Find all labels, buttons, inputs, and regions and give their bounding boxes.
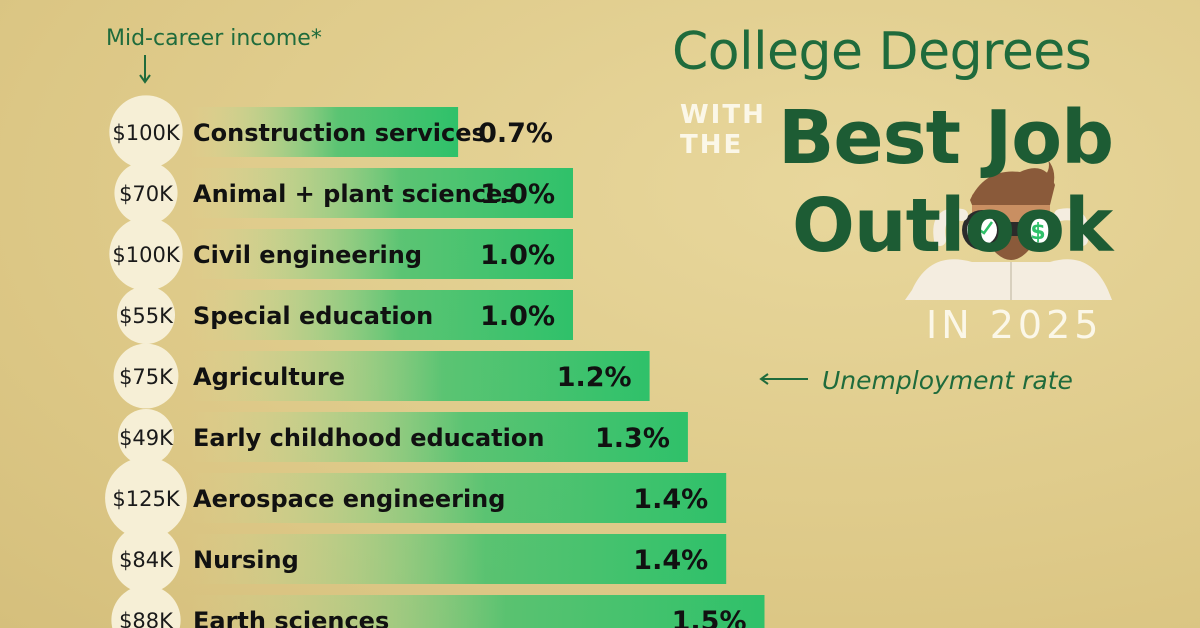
value-label: 1.5% bbox=[672, 606, 747, 628]
bar bbox=[190, 290, 573, 340]
income-circle bbox=[113, 343, 179, 409]
bar bbox=[190, 351, 650, 401]
unemployment-rate-annotation: Unemployment rate bbox=[822, 366, 1073, 395]
man-with-binoculars-illustration: $ bbox=[905, 160, 1112, 300]
income-label: $100K bbox=[112, 121, 180, 145]
income-label: $84K bbox=[119, 548, 174, 572]
bar-row: $84K Nursing 1.4% bbox=[112, 525, 727, 593]
bar-row: $75K Agriculture 1.2% bbox=[113, 343, 650, 409]
svg-text:$: $ bbox=[1030, 220, 1045, 245]
bar bbox=[190, 168, 573, 218]
bar bbox=[190, 412, 688, 462]
value-label: 0.7% bbox=[478, 118, 553, 149]
title-line-2b: Outlook bbox=[792, 183, 1113, 269]
category-label: Animal + plant sciences bbox=[193, 180, 517, 208]
income-label: $100K bbox=[112, 243, 180, 267]
bar-row: $100K Civil engineering 1.0% bbox=[109, 217, 573, 291]
title-with: WITH bbox=[680, 100, 766, 130]
title-line-1: College Degrees bbox=[672, 22, 1092, 82]
income-label: $49K bbox=[119, 426, 174, 450]
income-label: $75K bbox=[119, 365, 174, 389]
value-label: 1.0% bbox=[480, 179, 555, 210]
bar bbox=[190, 534, 727, 584]
income-circle bbox=[118, 409, 174, 465]
category-label: Civil engineering bbox=[193, 241, 422, 269]
income-label: $70K bbox=[119, 182, 174, 206]
value-label: 1.2% bbox=[557, 362, 632, 393]
value-label: 1.4% bbox=[633, 484, 708, 515]
income-label: $88K bbox=[119, 609, 174, 628]
bar bbox=[190, 107, 459, 157]
title-year: IN 2025 bbox=[926, 303, 1103, 347]
bar bbox=[190, 595, 765, 628]
bar-row: $125K Aerospace engineering 1.4% bbox=[105, 457, 727, 539]
category-label: Early childhood education bbox=[193, 424, 544, 452]
income-circle bbox=[109, 95, 183, 169]
category-label: Agriculture bbox=[193, 363, 345, 391]
category-label: Earth sciences bbox=[193, 607, 389, 628]
income-circle bbox=[105, 457, 187, 539]
bar bbox=[190, 473, 727, 523]
income-label: $125K bbox=[112, 487, 180, 511]
title-line-2a: Best Job bbox=[778, 95, 1114, 181]
title-the: THE bbox=[680, 130, 744, 160]
income-circle bbox=[112, 525, 180, 593]
category-label: Nursing bbox=[193, 546, 299, 574]
value-label: 1.3% bbox=[595, 423, 670, 454]
left-arrow-icon bbox=[759, 373, 808, 385]
income-circle bbox=[109, 217, 183, 291]
title-connector: WITH THE bbox=[680, 100, 766, 160]
income-circle bbox=[116, 285, 176, 345]
value-label: 1.0% bbox=[480, 240, 555, 271]
value-label: 1.0% bbox=[480, 301, 555, 332]
value-label: 1.4% bbox=[633, 545, 708, 576]
income-circle bbox=[114, 161, 178, 225]
bar-row: $88K Earth sciences 1.5% bbox=[111, 585, 765, 628]
category-label: Special education bbox=[193, 302, 433, 330]
down-arrow-icon bbox=[139, 55, 151, 84]
bar bbox=[190, 229, 573, 279]
bar-row: $49K Early childhood education 1.3% bbox=[118, 409, 688, 465]
income-header: Mid-career income* bbox=[106, 26, 322, 51]
category-label: Aerospace engineering bbox=[193, 485, 505, 513]
income-circle bbox=[111, 585, 181, 628]
category-label: Construction services bbox=[193, 119, 486, 147]
income-label: $55K bbox=[119, 304, 174, 328]
bar-row: $55K Special education 1.0% bbox=[116, 285, 573, 345]
